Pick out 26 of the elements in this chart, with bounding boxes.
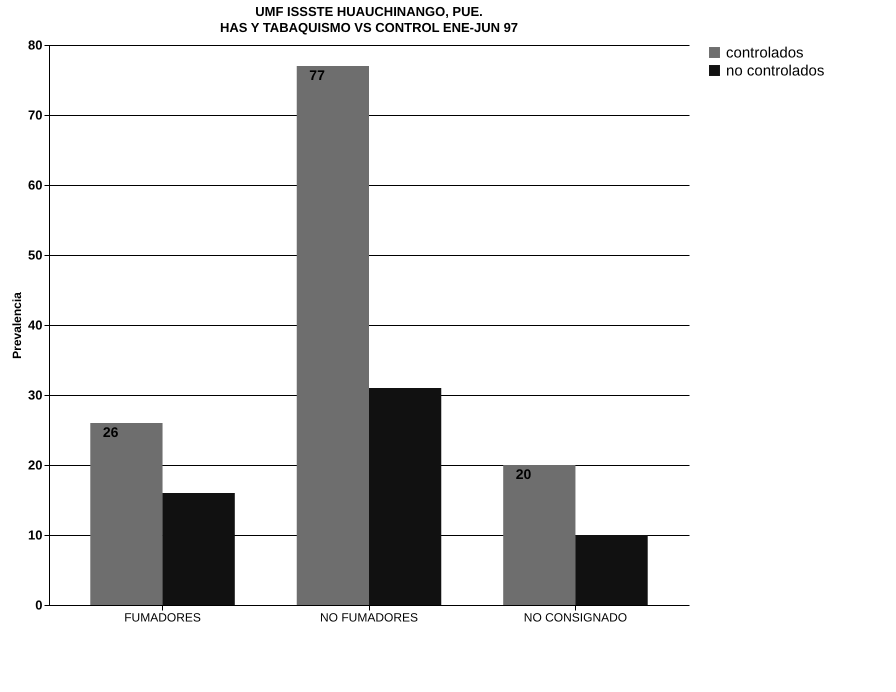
y-tick-label: 60 (28, 178, 42, 192)
chart-subtitle: HAS Y TABAQUISMO VS CONTROL ENE-JUN 97 (220, 20, 518, 35)
y-tick-label: 20 (28, 458, 42, 472)
chart-title: UMF ISSSTE HUAUCHINANGO, PUE. (255, 4, 483, 19)
bar (503, 465, 576, 605)
bar (575, 535, 648, 605)
data-label: 77 (309, 67, 326, 83)
bar (90, 423, 163, 605)
y-tick-label: 70 (28, 108, 42, 122)
y-tick-label: 10 (28, 528, 42, 542)
bar (296, 66, 369, 605)
y-tick-label: 80 (28, 38, 42, 52)
y-tick-label: 0 (35, 598, 42, 612)
bar (162, 493, 235, 605)
y-tick-label: 50 (28, 248, 42, 262)
x-tick-label: NO FUMADORES (320, 610, 418, 624)
x-tick-label: NO CONSIGNADO (524, 610, 628, 624)
y-tick-label: 40 (28, 318, 42, 332)
data-label: 20 (516, 466, 532, 482)
x-tick-label: FUMADORES (124, 610, 201, 624)
legend-label: no controlados (726, 62, 824, 80)
y-axis-title: Prevalencia (10, 292, 24, 359)
data-label: 26 (102, 424, 119, 440)
y-tick-label: 30 (28, 388, 42, 402)
legend-label: controlados (726, 44, 804, 62)
bar (369, 388, 442, 605)
